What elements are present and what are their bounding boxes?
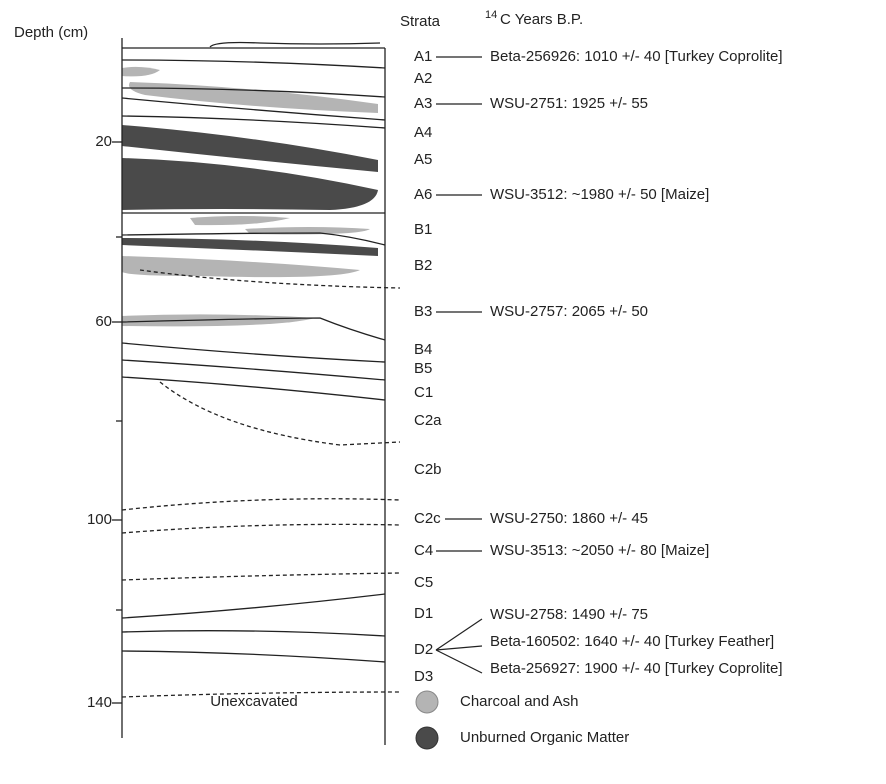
stratum-label: A1 [414, 48, 432, 65]
date-label: C Years B.P. [500, 11, 583, 28]
leader-line [436, 650, 482, 673]
date-label: WSU-2751: 1925 +/- 55 [490, 95, 648, 112]
date-label: Beta-256926: 1010 +/- 40 [Turkey Coproli… [490, 48, 783, 65]
date-label: WSU-2757: 2065 +/- 50 [490, 303, 648, 320]
lenses [122, 67, 378, 326]
legend-swatch [416, 691, 438, 713]
stratum-label: D3 [414, 668, 433, 685]
bottom-label: Unexcavated [210, 693, 298, 710]
strata-label: Strata [400, 13, 441, 30]
date-label: Beta-160502: 1640 +/- 40 [Turkey Feather… [490, 633, 774, 650]
legend-label: Charcoal and Ash [460, 693, 578, 710]
date-label: WSU-2750: 1860 +/- 45 [490, 510, 648, 527]
stratum-label: C2a [414, 412, 442, 429]
stratum-label: A2 [414, 70, 432, 87]
legend-label: Unburned Organic Matter [460, 729, 629, 746]
date-label-superscript: 14 [485, 9, 497, 21]
depth-tick-label: 20 [95, 133, 112, 150]
stratum-label: B4 [414, 341, 432, 358]
stratum-label: A4 [414, 124, 432, 141]
stratum-label: C1 [414, 384, 433, 401]
stratum-label: B3 [414, 303, 432, 320]
stratum-label: B1 [414, 221, 432, 238]
depth-tick-label: 60 [95, 313, 112, 330]
stratigraphy-diagram: Depth (cm) Strata 14 C Years B.P. Unexca… [0, 0, 886, 784]
stratum-label: B2 [414, 257, 432, 274]
page: {"header":{"depth_label":"Depth (cm)","s… [0, 0, 886, 784]
stratum-label: C4 [414, 542, 433, 559]
date-label: WSU-3512: ~1980 +/- 50 [Maize] [490, 186, 709, 203]
stratum-label: D2 [414, 641, 433, 658]
stratum-label: C5 [414, 574, 433, 591]
stratum-label: A6 [414, 186, 432, 203]
stratum-label: A3 [414, 95, 432, 112]
legend-swatch [416, 727, 438, 749]
date-label: Beta-256927: 1900 +/- 40 [Turkey Coproli… [490, 660, 783, 677]
stratum-label: B5 [414, 360, 432, 377]
stratum-label: C2c [414, 510, 441, 527]
depth-label: Depth (cm) [14, 24, 88, 41]
date-label: WSU-2758: 1490 +/- 75 [490, 606, 648, 623]
depth-tick-label: 140 [87, 694, 112, 711]
stratum-label: A5 [414, 151, 432, 168]
depth-tick-label: 100 [87, 511, 112, 528]
stratum-label: C2b [414, 461, 442, 478]
leader-line [436, 619, 482, 650]
stratum-label: D1 [414, 605, 433, 622]
date-label: WSU-3513: ~2050 +/- 80 [Maize] [490, 542, 709, 559]
leader-line [436, 646, 482, 650]
